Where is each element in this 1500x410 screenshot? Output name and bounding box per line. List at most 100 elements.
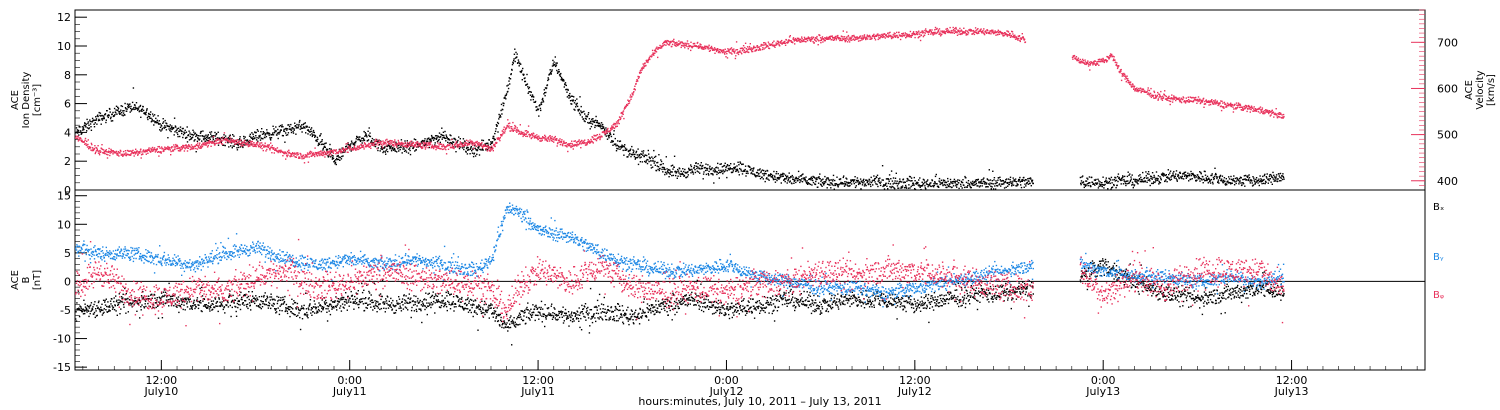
data-point xyxy=(135,150,138,152)
data-point xyxy=(1164,174,1167,177)
data-point xyxy=(641,69,643,71)
data-point xyxy=(498,138,500,141)
data-point xyxy=(644,160,646,163)
data-point xyxy=(1112,179,1114,181)
data-point xyxy=(341,147,343,149)
data-point xyxy=(1015,181,1018,183)
data-point xyxy=(793,180,795,182)
data-point xyxy=(682,42,685,45)
data-point xyxy=(764,180,766,183)
data-point xyxy=(428,146,430,149)
data-point xyxy=(90,142,93,145)
data-point xyxy=(1238,181,1240,183)
data-point xyxy=(519,70,521,73)
data-point xyxy=(422,141,424,143)
data-point xyxy=(206,135,209,137)
data-point xyxy=(1113,184,1115,187)
data-point xyxy=(553,137,556,139)
data-point xyxy=(983,180,985,183)
data-point xyxy=(207,142,209,144)
data-point xyxy=(1259,175,1261,177)
data-point xyxy=(481,139,483,141)
data-point xyxy=(162,118,164,120)
data-point xyxy=(1093,183,1095,185)
data-point xyxy=(97,119,100,122)
data-point xyxy=(832,178,834,181)
data-point xyxy=(572,99,574,101)
data-point xyxy=(471,143,473,145)
data-point xyxy=(174,146,177,148)
data-point xyxy=(217,131,219,133)
data-point xyxy=(796,178,798,180)
data-point xyxy=(1095,178,1097,181)
data-point xyxy=(690,164,692,166)
data-point xyxy=(857,181,859,183)
data-point xyxy=(374,140,377,142)
data-point xyxy=(669,173,671,175)
data-point xyxy=(511,63,514,66)
data-point xyxy=(1184,174,1186,176)
data-point xyxy=(498,137,501,140)
data-point xyxy=(965,177,967,179)
data-point xyxy=(522,135,524,138)
data-point xyxy=(981,182,984,185)
data-point xyxy=(146,149,148,152)
data-point xyxy=(206,142,208,145)
data-point xyxy=(155,150,157,152)
data-point xyxy=(686,176,689,178)
data-point xyxy=(741,47,743,49)
data-point xyxy=(256,137,258,139)
data-point xyxy=(1188,180,1190,182)
data-point xyxy=(160,125,163,127)
data-point xyxy=(821,179,823,181)
data-point xyxy=(102,115,104,117)
data-point xyxy=(447,141,449,144)
data-point xyxy=(1241,184,1243,186)
data-point xyxy=(435,145,438,147)
data-point xyxy=(779,176,782,178)
data-point xyxy=(868,179,871,181)
data-point xyxy=(1108,177,1110,180)
data-point xyxy=(589,120,592,123)
data-point xyxy=(100,115,102,117)
data-point xyxy=(1113,178,1116,181)
data-point xyxy=(1008,183,1010,186)
data-point xyxy=(244,136,246,138)
data-point xyxy=(239,136,241,138)
data-point xyxy=(86,146,89,148)
data-point xyxy=(613,130,615,132)
data-point xyxy=(892,183,894,185)
data-point xyxy=(765,178,768,180)
data-point xyxy=(784,178,786,180)
data-point xyxy=(334,161,337,164)
data-point xyxy=(384,151,386,153)
data-point xyxy=(130,105,132,108)
data-point xyxy=(398,141,400,143)
data-point xyxy=(816,178,818,181)
data-point xyxy=(956,180,958,182)
data-point xyxy=(735,55,737,57)
data-point xyxy=(1154,181,1156,184)
data-point xyxy=(811,36,813,38)
data-point xyxy=(1000,185,1002,187)
data-point xyxy=(177,135,179,138)
data-point xyxy=(338,148,341,151)
data-point xyxy=(638,153,640,156)
data-point xyxy=(600,122,603,124)
data-point xyxy=(749,48,751,50)
data-point xyxy=(1193,174,1195,176)
data-point xyxy=(400,139,403,141)
data-point xyxy=(312,134,314,136)
data-point xyxy=(1271,176,1274,179)
data-point xyxy=(854,176,856,178)
data-point xyxy=(671,164,674,166)
data-point xyxy=(224,135,227,137)
data-point xyxy=(752,170,754,172)
data-point xyxy=(323,145,326,147)
data-point xyxy=(717,162,719,165)
data-point xyxy=(132,149,134,152)
data-point xyxy=(200,130,202,133)
data-point xyxy=(730,52,732,54)
data-point xyxy=(544,134,546,137)
data-point xyxy=(1191,178,1193,180)
